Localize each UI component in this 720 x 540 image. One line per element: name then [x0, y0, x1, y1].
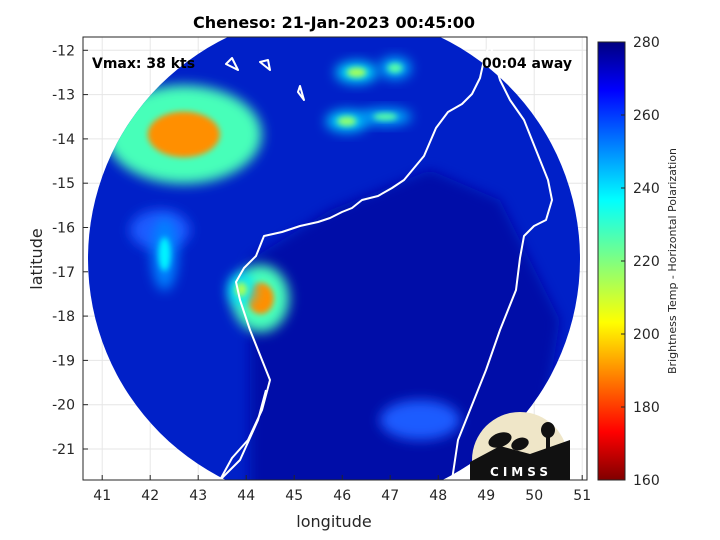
- vmax-annotation: Vmax: 38 kts: [92, 56, 195, 72]
- y-tick-label: -12: [52, 43, 75, 59]
- y-tick-label: -15: [52, 176, 75, 192]
- x-tick-label: 48: [429, 488, 447, 504]
- feature-core: [347, 67, 367, 78]
- y-tick-label: -16: [52, 220, 75, 236]
- y-tick-label: -14: [52, 132, 75, 148]
- feature-core: [147, 111, 220, 158]
- colorbar-tick-label: 180: [633, 400, 660, 416]
- feature-core: [337, 116, 357, 126]
- y-tick-label: -20: [52, 398, 75, 414]
- x-tick-label: 44: [237, 488, 255, 504]
- logo-text: CIMSS: [490, 465, 552, 479]
- coastline-madagascar-east: [451, 41, 553, 480]
- logo-tower-top: [541, 422, 555, 438]
- x-tick-label: 41: [93, 488, 111, 504]
- cimss-logo: CIMSS: [470, 412, 570, 480]
- axis-ticks: 41 42 43 44 45 46 47 48 49 50 51 -12 -13 -14 -15 -16 -17…: [52, 43, 591, 504]
- y-tick-label: -19: [52, 353, 75, 369]
- logo-dish-left: [488, 432, 512, 448]
- colorbar: [597, 41, 626, 481]
- y-tick-label: -21: [52, 442, 75, 458]
- coastline-madagascar-west: [219, 41, 491, 480]
- logo-banner: [472, 462, 570, 480]
- colorbar-tick-label: 200: [633, 327, 660, 343]
- time-away-annotation: 00:04 away: [482, 56, 572, 72]
- colorbar-label: Brightness Temp - Horizontal Polarizatio…: [666, 148, 679, 374]
- coastline-islands: [225, 57, 305, 101]
- colorbar-tick-label: 220: [633, 254, 660, 270]
- logo-dish-right: [511, 437, 529, 451]
- convective-features: [105, 57, 412, 333]
- colorbar-tick-label: 160: [633, 473, 660, 489]
- colorbar-tick-label: 240: [633, 181, 660, 197]
- feature-core: [158, 237, 171, 271]
- y-tick-label: -18: [52, 309, 75, 325]
- colorbar-ticks: 160 180 200 220 240 260 280: [621, 35, 660, 489]
- swath-layer: [88, 37, 580, 480]
- x-tick-label: 45: [285, 488, 303, 504]
- axes-box: [82, 36, 588, 481]
- x-tick-label: 49: [477, 488, 495, 504]
- y-tick-label: -17: [52, 265, 75, 281]
- coastline: [219, 41, 553, 480]
- x-tick-label: 42: [141, 488, 159, 504]
- colorbar-tick-label: 280: [633, 35, 660, 51]
- logo-tower: [546, 436, 550, 456]
- x-tick-label: 46: [333, 488, 351, 504]
- colorbar-tick-label: 260: [633, 108, 660, 124]
- ocean-cold-region: [250, 170, 560, 480]
- x-tick-label: 43: [189, 488, 207, 504]
- feature-core: [387, 63, 403, 73]
- feature-core: [373, 113, 398, 121]
- coastline-mozambique: [219, 389, 267, 480]
- x-tick-label: 51: [573, 488, 591, 504]
- chart-title: Cheneso: 21-Jan-2023 00:45:00: [193, 13, 475, 32]
- y-tick-label: -13: [52, 88, 75, 104]
- x-tick-label: 47: [381, 488, 399, 504]
- ocean-speckle-patch: [380, 400, 460, 440]
- x-axis-label: longitude: [296, 512, 371, 531]
- x-tick-label: 50: [525, 488, 543, 504]
- y-axis-label: latitude: [27, 228, 46, 289]
